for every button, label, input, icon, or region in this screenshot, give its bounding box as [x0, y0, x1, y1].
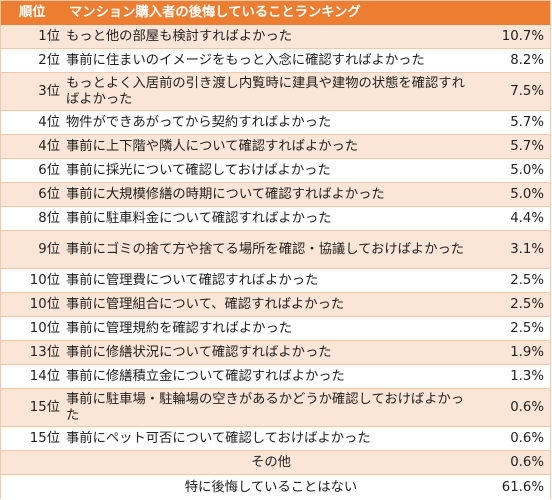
rank-cell: 13位	[29, 345, 60, 360]
table-row: 10位 事前に管理組合について、確認すればよかった 2.5%	[1, 293, 550, 317]
table-row: 3位 もっとよく入居前の引き渡し内覧時に建具や建物の状態を確認すればよかった 7…	[1, 73, 550, 111]
rank-cell: 15位	[29, 431, 60, 446]
rank-cell: 10位	[29, 321, 60, 336]
percent-cell: 5.0%	[510, 187, 544, 202]
table-row: その他 0.6%	[1, 451, 550, 475]
table-row: 8位 事前に駐車料金について確認すればよかった 4.4%	[1, 207, 550, 231]
percent-cell: 2.5%	[510, 321, 544, 336]
table-header-row: 順位 マンション購入者の後悔していることランキング	[1, 1, 550, 25]
rank-cell: 6位	[38, 163, 60, 178]
rank-cell: 10位	[29, 273, 60, 288]
item-cell: 事前にゴミの捨て方や捨てる場所を確認・協議しておけばよかった	[66, 241, 465, 257]
percent-cell: 4.4%	[510, 211, 544, 226]
rank-cell: 4位	[38, 139, 60, 154]
percent-cell: 3.1%	[510, 242, 544, 257]
table-row: 4位 事前に上下階や隣人について確認すればよかった 5.7%	[1, 135, 550, 159]
table-row: 4位 物件ができあがってから契約すればよかった 5.7%	[1, 111, 550, 135]
percent-cell: 1.3%	[510, 369, 544, 384]
rank-cell: 1位	[38, 29, 60, 44]
item-cell: 事前にペット可否について確認しておけばよかった	[66, 431, 371, 446]
item-cell: 事前に修繕状況について確認すればよかった	[66, 345, 332, 360]
item-cell: 事前に上下階や隣人について確認すればよかった	[66, 139, 359, 154]
table-row: 10位 事前に管理費について確認すればよかった 2.5%	[1, 269, 550, 293]
item-cell: 事前に管理組合について、確認すればよかった	[66, 297, 345, 312]
rank-cell: 2位	[38, 53, 60, 68]
percent-cell: 2.5%	[510, 273, 544, 288]
table-row: 15位 事前にペット可否について確認しておけばよかった 0.6%	[1, 427, 550, 451]
rank-cell: 9位	[38, 242, 60, 257]
rank-cell: 8位	[38, 211, 60, 226]
percent-cell: 0.6%	[510, 455, 544, 470]
item-cell: 事前に大規模修繕の時期について確認すればよかった	[66, 187, 385, 202]
table-row: 15位 事前に駐車場・駐輪場の空きがあるかどうか確認しておけばよかった 0.6%	[1, 389, 550, 427]
table-row: 13位 事前に修繕状況について確認すればよかった 1.9%	[1, 341, 550, 365]
item-cell: その他	[251, 455, 291, 470]
percent-cell: 1.9%	[510, 345, 544, 360]
item-cell: 事前に管理規約を確認すればよかった	[66, 321, 293, 336]
percent-cell: 5.7%	[510, 139, 544, 154]
item-cell: 事前に駐車場・駐輪場の空きがあるかどうか確認しておけばよかった	[66, 391, 465, 423]
header-rank: 順位	[19, 5, 46, 20]
item-cell: 事前に採光について確認しておけばよかった	[66, 163, 331, 178]
rank-cell: 3位	[38, 84, 60, 99]
percent-cell: 8.2%	[510, 53, 544, 68]
percent-cell: 5.0%	[510, 163, 544, 178]
item-cell: 特に後悔していることはない	[184, 479, 358, 495]
percent-cell: 2.5%	[510, 297, 544, 312]
percent-cell: 10.7%	[501, 29, 544, 44]
item-cell: 物件ができあがってから契約すればよかった	[66, 115, 332, 130]
table-row: 14位 事前に修繕積立金について確認すればよかった 1.3%	[1, 365, 550, 389]
rank-cell: 4位	[38, 115, 60, 130]
percent-cell: 0.6%	[510, 431, 544, 446]
rank-cell: 10位	[29, 297, 60, 312]
item-cell: もっと他の部屋も検討すればよかった	[66, 29, 293, 44]
rank-cell: 14位	[29, 369, 60, 384]
table-row: 特に後悔していることはない 61.6%	[1, 475, 550, 499]
rank-cell: 15位	[29, 400, 60, 415]
table-row: 6位 事前に採光について確認しておけばよかった 5.0%	[1, 159, 550, 183]
percent-cell: 61.6%	[501, 479, 544, 495]
table-row: 2位 事前に住まいのイメージをもっと入念に確認すればよかった 8.2%	[1, 49, 550, 73]
table-row: 1位 もっと他の部屋も検討すればよかった 10.7%	[1, 25, 550, 49]
table-row: 6位 事前に大規模修繕の時期について確認すればよかった 5.0%	[1, 183, 550, 207]
rank-cell: 6位	[38, 187, 60, 202]
table-row: 9位 事前にゴミの捨て方や捨てる場所を確認・協議しておけばよかった 3.1%	[1, 231, 550, 269]
header-title: マンション購入者の後悔していることランキング	[69, 5, 361, 20]
percent-cell: 0.6%	[510, 400, 544, 415]
item-cell: 事前に管理費について確認すればよかった	[66, 273, 319, 288]
table-row: 10位 事前に管理規約を確認すればよかった 2.5%	[1, 317, 550, 341]
percent-cell: 5.7%	[510, 115, 544, 130]
item-cell: 事前に修繕積立金について確認すればよかった	[66, 369, 345, 384]
item-cell: 事前に住まいのイメージをもっと入念に確認すればよかった	[66, 53, 425, 68]
item-cell: 事前に駐車料金について確認すればよかった	[66, 211, 332, 226]
item-cell: もっとよく入居前の引き渡し内覧時に建具や建物の状態を確認すればよかった	[66, 75, 465, 107]
percent-cell: 7.5%	[510, 84, 544, 99]
